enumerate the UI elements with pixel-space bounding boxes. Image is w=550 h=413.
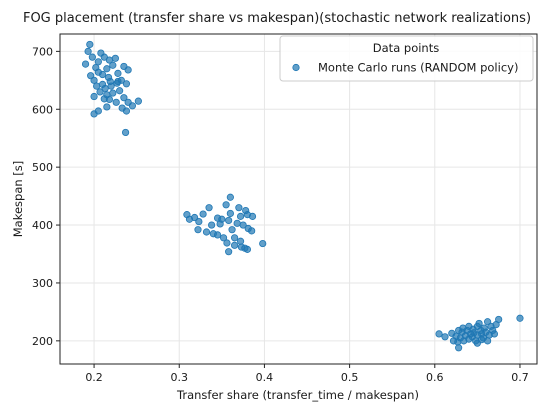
data-point bbox=[122, 107, 131, 115]
data-point bbox=[226, 193, 234, 201]
data-point bbox=[90, 92, 98, 101]
data-point bbox=[219, 234, 228, 242]
data-point bbox=[225, 248, 233, 256]
data-point bbox=[94, 58, 102, 66]
data-point bbox=[109, 61, 117, 69]
y-tick-label: 600 bbox=[32, 103, 53, 116]
data-point bbox=[90, 76, 98, 84]
data-point bbox=[231, 241, 239, 249]
data-point bbox=[490, 330, 499, 338]
data-point bbox=[478, 336, 486, 344]
data-point bbox=[202, 228, 211, 236]
data-point bbox=[213, 231, 222, 239]
data-point bbox=[121, 128, 130, 137]
data-points bbox=[81, 40, 524, 352]
data-point bbox=[223, 239, 231, 247]
data-point bbox=[105, 95, 114, 104]
y-tick-label: 500 bbox=[32, 161, 53, 174]
data-point bbox=[235, 204, 243, 212]
data-point bbox=[98, 70, 107, 79]
y-tick-label: 200 bbox=[32, 335, 53, 348]
data-point bbox=[231, 234, 239, 242]
x-tick-label: 0.3 bbox=[171, 371, 189, 384]
x-axis-ticks: 0.2 0.3 0.4 0.5 0.6 0.7 bbox=[85, 364, 529, 384]
data-point bbox=[248, 212, 257, 220]
data-point bbox=[120, 94, 128, 102]
data-point bbox=[218, 215, 226, 223]
data-point bbox=[435, 330, 443, 338]
data-point bbox=[248, 227, 256, 235]
data-point bbox=[222, 201, 230, 209]
grid-lines bbox=[60, 34, 537, 364]
data-point bbox=[233, 219, 241, 227]
data-point bbox=[90, 110, 98, 118]
x-tick-label: 0.2 bbox=[85, 371, 103, 384]
data-point bbox=[195, 217, 203, 226]
x-tick-label: 0.6 bbox=[426, 371, 444, 384]
legend: Data points Monte Carlo runs (RANDOM pol… bbox=[279, 35, 534, 82]
data-point bbox=[194, 226, 202, 234]
data-point bbox=[86, 40, 94, 49]
data-point bbox=[106, 77, 114, 86]
data-point bbox=[228, 226, 236, 234]
data-point bbox=[236, 237, 245, 245]
data-point bbox=[226, 209, 234, 218]
data-point bbox=[122, 80, 131, 88]
data-point bbox=[128, 102, 137, 110]
data-point bbox=[190, 213, 199, 222]
legend-entry-label: Monte Carlo runs (RANDOM policy) bbox=[318, 61, 518, 75]
data-point bbox=[495, 315, 503, 324]
data-point bbox=[93, 82, 101, 90]
data-point bbox=[225, 216, 233, 225]
data-point bbox=[88, 53, 96, 61]
x-tick-label: 0.5 bbox=[341, 371, 359, 384]
data-point bbox=[455, 344, 463, 352]
plot-frame bbox=[59, 33, 538, 365]
y-tick-label: 400 bbox=[32, 219, 53, 232]
data-point bbox=[103, 103, 111, 111]
x-tick-label: 0.4 bbox=[256, 371, 274, 384]
data-point bbox=[441, 333, 449, 341]
chart-title: FOG placement (transfer share vs makespa… bbox=[23, 11, 531, 26]
data-point bbox=[199, 210, 207, 218]
data-point bbox=[111, 54, 119, 62]
data-point bbox=[103, 65, 111, 73]
data-point bbox=[96, 88, 104, 96]
y-tick-label: 700 bbox=[32, 45, 53, 58]
legend-title: Data points bbox=[373, 41, 439, 55]
data-point bbox=[114, 69, 122, 77]
data-point bbox=[237, 243, 246, 251]
legend-marker bbox=[292, 63, 300, 72]
data-point bbox=[205, 204, 213, 212]
data-point bbox=[208, 221, 216, 229]
y-axis-ticks: 200 300 400 500 600 700 bbox=[32, 45, 60, 348]
data-point bbox=[81, 60, 90, 68]
y-tick-label: 300 bbox=[32, 277, 53, 290]
data-point bbox=[236, 212, 245, 220]
data-point bbox=[475, 319, 483, 328]
data-point bbox=[124, 66, 132, 74]
data-point bbox=[239, 221, 247, 229]
x-tick-label: 0.7 bbox=[511, 371, 529, 384]
x-axis-label: Transfer share (transfer_time / makespan… bbox=[176, 388, 419, 402]
data-point bbox=[116, 87, 124, 95]
data-point bbox=[134, 97, 142, 105]
data-point bbox=[114, 77, 122, 86]
data-point bbox=[84, 47, 92, 55]
legend-box bbox=[279, 35, 534, 82]
data-point bbox=[516, 314, 524, 322]
y-axis-label: Makespan [s] bbox=[11, 161, 25, 238]
data-point bbox=[109, 89, 117, 97]
data-point bbox=[259, 239, 267, 248]
data-point bbox=[243, 245, 251, 253]
data-point bbox=[112, 98, 120, 106]
